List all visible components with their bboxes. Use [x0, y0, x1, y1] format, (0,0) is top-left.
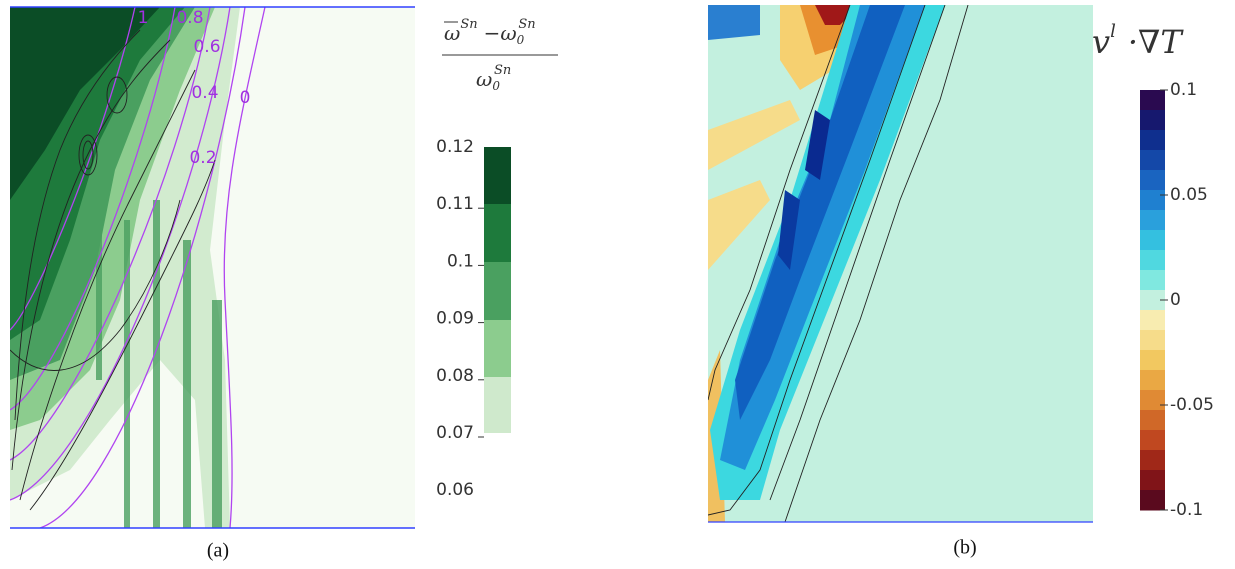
colorbar-a — [484, 147, 511, 433]
subscript: 0 — [517, 33, 525, 47]
colorbar-tick-label: 0.09 — [436, 309, 474, 329]
superscript: Sn — [518, 17, 535, 32]
colorbar-band — [1140, 150, 1165, 171]
caption: (b) — [953, 537, 976, 559]
colorbar-band — [1140, 490, 1165, 511]
colorbar-band — [1140, 310, 1165, 331]
contour-label: 0.2 — [189, 148, 216, 168]
symbol: ω — [500, 21, 516, 45]
colorbar-band — [1140, 330, 1165, 351]
colorbar-band — [1140, 130, 1165, 151]
colorbar-b-title: vl ·∇T — [1092, 21, 1184, 61]
panel-b-plot — [708, 5, 1093, 522]
colorbar-band — [1140, 410, 1165, 431]
colorbar-band — [1140, 270, 1165, 291]
colorbar-band — [1140, 350, 1165, 371]
colorbar-tick-label: 0.07 — [436, 423, 474, 443]
colorbar-band — [1140, 90, 1165, 111]
colorbar-band — [1140, 370, 1165, 391]
contour-label: 0.6 — [193, 37, 220, 57]
contour-label: 0.8 — [176, 8, 203, 28]
minus: − — [484, 21, 501, 45]
contour-label: 0.4 — [191, 83, 218, 103]
operator: ·∇T — [1128, 23, 1185, 61]
colorbar-tick-label: 0.11 — [436, 194, 474, 214]
colorbar-a-title: ωSn −ω0Sn ω0Sn — [442, 17, 558, 93]
superscript: Sn — [460, 17, 477, 32]
colorbar-band — [1140, 230, 1165, 251]
colorbar-band — [1140, 430, 1165, 451]
colorbar-tick-label: 0.1 — [447, 251, 474, 271]
symbol: ω — [476, 67, 492, 91]
symbol: ω — [444, 21, 460, 45]
colorbar-tick-label: -0.1 — [1170, 500, 1203, 520]
symbol: v — [1092, 23, 1110, 61]
colorbar-band — [1140, 290, 1165, 311]
colorbar-band — [1140, 450, 1165, 471]
panel-a-plot — [10, 7, 415, 528]
colorbar-tick-label: 0.12 — [436, 137, 474, 157]
colorbar-tick-label: -0.05 — [1170, 395, 1214, 415]
colorbar-band — [1140, 210, 1165, 231]
svg-text:ωSn−ω0Sn: ωSn −ω0Sn — [444, 17, 536, 47]
superscript: Sn — [494, 63, 511, 78]
colorbar-band — [1140, 110, 1165, 131]
colorbar-band — [1140, 390, 1165, 411]
colorbar-tick-label: 0.06 — [436, 480, 474, 500]
contour-label: 0 — [240, 88, 251, 108]
colorbar-tick-label: 0 — [1170, 290, 1181, 310]
superscript: l — [1110, 21, 1116, 42]
contour-label: 1 — [138, 8, 149, 28]
colorbar-b — [1140, 90, 1165, 511]
colorbar-tick-label: 0.08 — [436, 366, 474, 386]
colorbar-band — [1140, 250, 1165, 271]
colorbar-band — [1140, 170, 1165, 191]
colorbar-tick-label: 0.05 — [1170, 185, 1208, 205]
colorbar-band — [1140, 470, 1165, 491]
subscript: 0 — [492, 79, 500, 93]
colorbar-band — [1140, 190, 1165, 211]
caption: (a) — [207, 540, 229, 562]
svg-text:ω0Sn: ω0Sn — [476, 63, 511, 93]
colorbar-tick-label: 0.1 — [1170, 80, 1197, 100]
